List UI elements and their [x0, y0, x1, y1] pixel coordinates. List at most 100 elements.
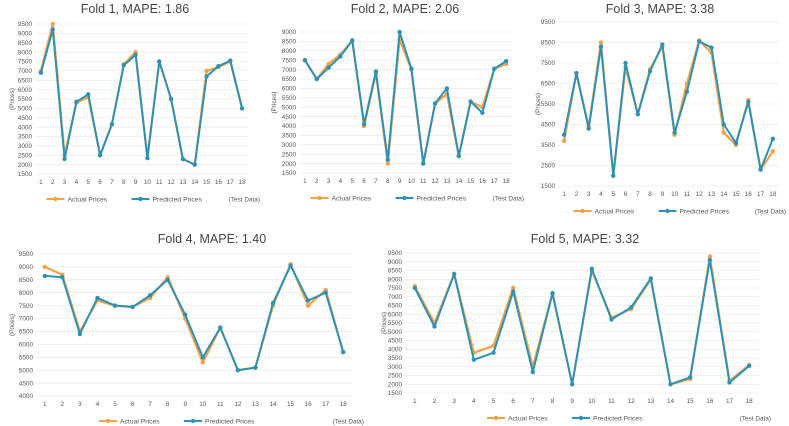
legend-actual-marker [493, 415, 499, 421]
y-tick-label: 5000 [282, 104, 297, 111]
y-tick-label: 4500 [18, 115, 33, 122]
x-tick-label: 6 [131, 401, 135, 408]
predicted-price-point [510, 289, 516, 294]
predicted-price-point [270, 300, 276, 306]
predicted-prices-line [413, 259, 750, 386]
x-tick-label: 12 [168, 179, 176, 186]
predicted-price-point [647, 69, 653, 74]
y-tick-label: 9500 [18, 21, 33, 28]
predicted-price-point [341, 349, 346, 355]
x-tick-label: 16 [745, 191, 753, 198]
x-tick-label: 2 [61, 401, 65, 408]
y-tick-label: 1500 [282, 170, 297, 177]
x-tick-label: 18 [340, 401, 348, 408]
x-tick-label: 10 [199, 401, 207, 408]
x-tick-label: 3 [78, 401, 82, 408]
predicted-price-point [192, 162, 197, 167]
predicted-price-point [145, 155, 150, 161]
y-tick-label: 8500 [18, 40, 33, 47]
legend: Actual Prices Predicted Prices [99, 418, 255, 425]
legend-predicted-marker [190, 418, 196, 424]
x-tick-label: 1 [303, 178, 307, 185]
y-tick-label: 8000 [18, 49, 33, 56]
y-tick-label: 2500 [541, 163, 556, 170]
predicted-price-point [432, 324, 437, 329]
predicted-price-point [60, 275, 65, 280]
x-tick-label: 17 [227, 179, 235, 186]
x-tick-label: 18 [769, 191, 777, 198]
y-tick-label: 9500 [541, 19, 556, 26]
predicted-price-point [707, 257, 713, 263]
y-tick-label: 5500 [18, 96, 33, 103]
predicted-price-point [157, 59, 162, 64]
actual-price-point [561, 138, 567, 144]
predicted-price-point [628, 305, 634, 310]
y-tick-label: 3500 [282, 133, 297, 140]
x-tick-label: 17 [491, 178, 499, 185]
y-tick-label: 6000 [19, 342, 34, 349]
legend: Actual Prices Predicted Prices [573, 208, 730, 215]
y-tick-label: 7000 [388, 294, 403, 301]
y-tick-label: 7500 [19, 303, 34, 310]
y-tick-label: 2000 [18, 162, 33, 169]
x-tick-label: 5 [492, 398, 496, 405]
predicted-price-point [733, 140, 739, 146]
y-tick-label: 6500 [388, 303, 403, 310]
x-tick-label: 14 [455, 178, 463, 185]
predicted-price-point [86, 92, 91, 97]
x-tick-label: 12 [234, 401, 242, 408]
x-tick-label: 2 [575, 191, 579, 198]
predicted-price-point [550, 291, 555, 296]
x-tick-label: 3 [452, 398, 456, 405]
x-tick-label: 13 [443, 178, 451, 185]
predicted-price-point [147, 293, 153, 298]
predicted-price-point [216, 63, 221, 69]
x-tick-label: 14 [720, 191, 728, 198]
predicted-prices-line [563, 40, 774, 177]
predicted-price-point [492, 66, 497, 71]
y-tick-label: 7000 [19, 316, 34, 323]
predicted-price-point [491, 350, 496, 355]
predicted-price-point [444, 86, 450, 91]
legend-actual-marker [580, 208, 585, 214]
y-tick-label: 6500 [541, 81, 556, 88]
x-tick-label: 10 [588, 398, 596, 405]
predicted-price-point [569, 382, 575, 387]
y-tick-label: 3500 [388, 355, 403, 362]
x-tick-label: 15 [287, 401, 295, 408]
x-tick-label: 1 [413, 398, 417, 405]
legend: Actual Prices Predicted Prices [487, 415, 643, 422]
y-tick-label: 8000 [19, 290, 34, 297]
x-tick-label: 1 [43, 401, 47, 408]
y-axis-label: (Prices) [9, 88, 16, 110]
chart-title: Fold 3, MAPE: 3.38 [606, 2, 714, 16]
y-tick-label: 4500 [388, 338, 403, 345]
x-tick-label: 7 [636, 191, 640, 198]
x-tick-label: 7 [531, 398, 535, 405]
actual-price-point [721, 130, 726, 135]
x-tick-label: 10 [408, 178, 416, 185]
y-tick-label: 6500 [282, 76, 297, 83]
x-tick-label: 4 [339, 178, 343, 185]
predicted-price-point [635, 112, 641, 117]
x-tick-label: 14 [667, 398, 675, 405]
x-tick-label: 10 [671, 191, 679, 198]
actual-price-point [770, 148, 776, 154]
y-tick-label: 6000 [282, 86, 297, 93]
y-tick-label: 8000 [282, 48, 297, 55]
legend-actual-label: Actual Prices [508, 415, 548, 422]
y-tick-label: 1500 [388, 390, 403, 397]
legend-predicted-label: Predicted Prices [593, 415, 643, 422]
predicted-price-point [456, 153, 461, 159]
x-tick-label: 4 [472, 398, 476, 405]
chart-title: Fold 1, MAPE: 1.86 [81, 2, 189, 16]
predicted-price-point [432, 101, 438, 106]
predicted-price-point [468, 99, 473, 104]
actual-price-point [305, 303, 311, 308]
y-tick-label: 7500 [18, 59, 33, 66]
predicted-price-point [660, 42, 665, 47]
x-tick-label: 3 [63, 179, 67, 186]
x-tick-label: 14 [269, 401, 277, 408]
actual-price-point [385, 161, 390, 166]
y-tick-label: 7000 [18, 68, 33, 75]
